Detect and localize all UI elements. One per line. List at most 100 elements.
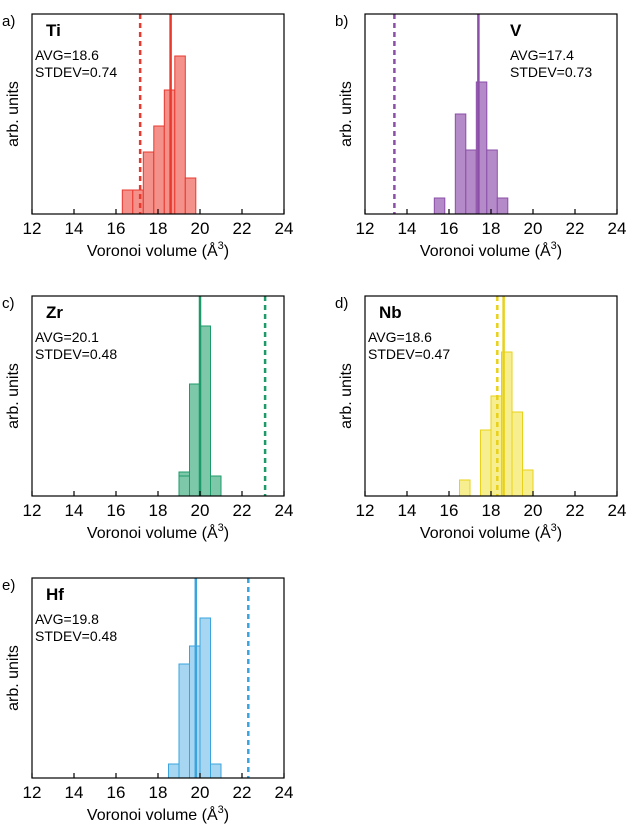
x-tick-label: 24 xyxy=(275,219,294,238)
x-axis-label-sup: 3 xyxy=(218,804,224,816)
x-axis-label-end: ) xyxy=(224,525,229,542)
x-tick-label: 12 xyxy=(23,501,42,520)
x-axis-label-sup: 3 xyxy=(551,522,557,534)
histogram-bar xyxy=(454,113,467,215)
x-axis-label-main: Voronoi volume (Å xyxy=(87,523,218,542)
stats-avg: AVG=18.6 xyxy=(368,329,432,345)
y-axis-label: arb. units xyxy=(5,645,22,711)
panel-label: c) xyxy=(2,295,15,312)
stats-stdev: STDEV=0.47 xyxy=(368,346,450,362)
stats-stdev: STDEV=0.73 xyxy=(510,64,592,80)
histogram-bar xyxy=(184,177,197,215)
x-tick-label: 22 xyxy=(233,783,252,802)
histogram-bar xyxy=(189,383,201,497)
histogram-bar xyxy=(199,325,211,497)
x-tick-label: 12 xyxy=(356,219,375,238)
x-tick-label: 14 xyxy=(65,219,84,238)
y-axis-label: arb. units xyxy=(338,81,355,147)
histogram-bar xyxy=(522,469,534,497)
x-tick-label: 22 xyxy=(233,219,252,238)
x-axis-label-sup: 3 xyxy=(218,522,224,534)
histogram-bar xyxy=(142,151,155,215)
x-axis-label: Voronoi volume (Å3) xyxy=(420,522,562,542)
x-axis-label-sup: 3 xyxy=(218,240,224,252)
x-tick-label: 16 xyxy=(107,783,126,802)
y-axis-label: arb. units xyxy=(5,363,22,429)
histogram-bar xyxy=(210,763,222,779)
x-tick-label: 24 xyxy=(608,501,627,520)
chart-panel-hf: 12 14 16 18 20 22 24 Voronoi volume (Å3) arb. un… xyxy=(2,577,293,824)
histogram-bar xyxy=(480,429,492,497)
y-axis-label: arb. units xyxy=(338,363,355,429)
x-tick-label: 16 xyxy=(107,219,126,238)
x-tick-label: 18 xyxy=(149,783,168,802)
x-axis-label-end: ) xyxy=(557,243,562,260)
panel-label: a) xyxy=(2,13,15,30)
histogram-bar xyxy=(121,189,134,215)
x-tick-label: 14 xyxy=(398,219,417,238)
element-label: Zr xyxy=(46,303,63,322)
x-axis-label-sup: 3 xyxy=(551,240,557,252)
y-axis-label: arb. units xyxy=(5,81,22,147)
x-tick-label: 22 xyxy=(566,219,585,238)
stats-avg: AVG=20.1 xyxy=(35,329,99,345)
element-label: Hf xyxy=(46,585,64,604)
x-axis-label-end: ) xyxy=(557,525,562,542)
x-axis-label-main: Voronoi volume (Å xyxy=(87,241,218,260)
x-axis-label: Voronoi volume (Å3) xyxy=(87,522,229,542)
stats-stdev: STDEV=0.74 xyxy=(35,64,117,80)
x-tick-label: 14 xyxy=(65,783,84,802)
element-label: V xyxy=(510,21,522,40)
stats-avg: AVG=19.8 xyxy=(35,611,99,627)
histogram-bar xyxy=(465,149,477,215)
histogram-bar xyxy=(178,663,190,779)
x-tick-label: 22 xyxy=(233,501,252,520)
histogram-bar xyxy=(174,55,186,215)
element-label: Ti xyxy=(46,21,61,40)
histogram-bar xyxy=(433,197,446,215)
histogram-bar xyxy=(199,617,211,779)
chart-panel-ti: 12 14 16 18 20 22 24 Voronoi volume (Å3) arb. un… xyxy=(2,13,293,260)
x-axis-label: Voronoi volume (Å3) xyxy=(87,804,229,824)
stats-stdev: STDEV=0.48 xyxy=(35,346,117,362)
plot-frame xyxy=(31,577,285,779)
histogram-bar xyxy=(153,125,165,215)
x-tick-label: 12 xyxy=(23,783,42,802)
x-tick-label: 24 xyxy=(608,219,627,238)
panel-label: e) xyxy=(2,577,15,594)
x-tick-label: 20 xyxy=(191,501,210,520)
stats-avg: AVG=17.4 xyxy=(510,47,574,63)
x-tick-label: 24 xyxy=(275,501,294,520)
panel-label: b) xyxy=(335,13,348,30)
x-tick-label: 18 xyxy=(149,219,168,238)
histogram-bar xyxy=(511,411,523,497)
element-label: Nb xyxy=(379,303,402,322)
x-tick-label: 16 xyxy=(107,501,126,520)
x-tick-label: 18 xyxy=(482,501,501,520)
x-tick-label: 24 xyxy=(275,783,294,802)
x-tick-label: 20 xyxy=(524,501,543,520)
x-axis-label: Voronoi volume (Å3) xyxy=(420,240,562,260)
x-axis-label-main: Voronoi volume (Å xyxy=(420,523,551,542)
histogram-bar xyxy=(496,197,509,215)
x-axis-label-end: ) xyxy=(224,807,229,824)
histogram-bar xyxy=(486,149,498,215)
x-axis-label-main: Voronoi volume (Å xyxy=(420,241,551,260)
x-tick-label: 16 xyxy=(440,501,459,520)
x-tick-label: 18 xyxy=(482,219,501,238)
histogram-bar xyxy=(459,479,471,497)
x-tick-label: 22 xyxy=(566,501,585,520)
x-tick-label: 14 xyxy=(398,501,417,520)
x-tick-label: 20 xyxy=(191,219,210,238)
x-axis-label-end: ) xyxy=(224,243,229,260)
histogram-bar xyxy=(132,189,144,215)
chart-panel-zr: 12 14 16 18 20 22 24 Voronoi volume (Å3) arb. un… xyxy=(2,295,293,542)
x-tick-label: 20 xyxy=(191,783,210,802)
stats-avg: AVG=18.6 xyxy=(35,47,99,63)
x-tick-label: 20 xyxy=(524,219,543,238)
x-tick-label: 18 xyxy=(149,501,168,520)
chart-panel-nb: 12 14 16 18 20 22 24 Voronoi volume (Å3) arb. un… xyxy=(335,295,626,542)
x-tick-label: 14 xyxy=(65,501,84,520)
chart-panel-v: 12 14 16 18 20 22 24 Voronoi volume (Å3) arb. un… xyxy=(335,13,626,260)
